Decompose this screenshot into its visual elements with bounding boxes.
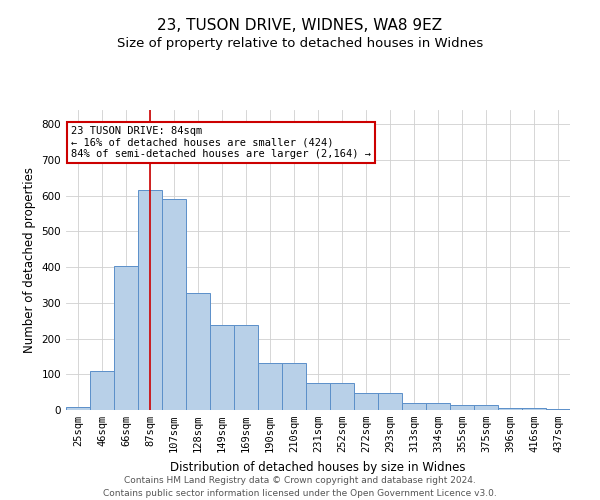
Y-axis label: Number of detached properties: Number of detached properties [23, 167, 36, 353]
Bar [162, 198, 186, 410]
Bar [186, 293, 210, 410]
Bar [90, 372, 114, 410]
Text: 23, TUSON DRIVE, WIDNES, WA8 9EZ: 23, TUSON DRIVE, WIDNES, WA8 9EZ [157, 18, 443, 32]
Bar [210, 325, 234, 410]
Bar [258, 362, 282, 410]
Text: 23 TUSON DRIVE: 84sqm
← 16% of detached houses are smaller (424)
84% of semi-det: 23 TUSON DRIVE: 84sqm ← 16% of detached … [71, 126, 371, 160]
Bar [66, 407, 90, 410]
Bar [282, 362, 306, 410]
Bar [354, 393, 378, 410]
Bar [426, 403, 450, 410]
Bar [522, 408, 546, 410]
Bar [378, 393, 402, 410]
Text: Size of property relative to detached houses in Widnes: Size of property relative to detached ho… [117, 38, 483, 51]
Bar [450, 406, 474, 410]
Bar [138, 190, 162, 410]
Bar [498, 408, 522, 410]
Text: Contains HM Land Registry data © Crown copyright and database right 2024.
Contai: Contains HM Land Registry data © Crown c… [103, 476, 497, 498]
Bar [306, 383, 330, 410]
Bar [474, 406, 498, 410]
X-axis label: Distribution of detached houses by size in Widnes: Distribution of detached houses by size … [170, 460, 466, 473]
Bar [234, 325, 258, 410]
Bar [114, 266, 138, 410]
Bar [402, 403, 426, 410]
Bar [330, 383, 354, 410]
